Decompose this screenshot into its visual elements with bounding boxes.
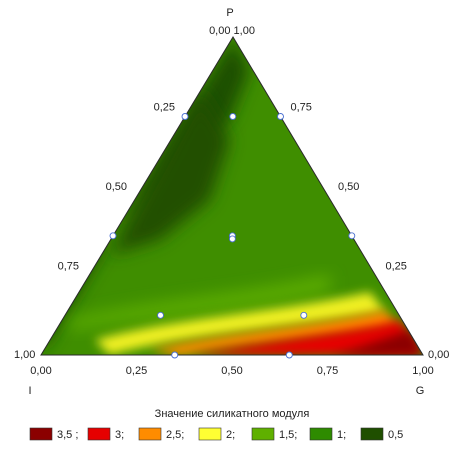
- tick-label-bottom: 0,75: [317, 365, 338, 377]
- vertex-right-label: G: [416, 385, 425, 397]
- tick-label-right-edge: 0,75: [291, 102, 312, 114]
- design-points: [109, 113, 356, 359]
- tick-label-bottom: 0,50: [221, 365, 242, 377]
- legend-label: 0,5: [388, 429, 403, 441]
- legend-swatch: [309, 427, 333, 441]
- design-point: [300, 311, 308, 319]
- tick-label-left-edge: 0,25: [154, 102, 175, 114]
- legend-swatch: [198, 427, 222, 441]
- vertex-top-label: P: [226, 7, 233, 19]
- vertex-left-label: I: [28, 385, 31, 397]
- legend-label: 2;: [226, 429, 235, 441]
- legend-label: 3,5 ;: [57, 429, 78, 441]
- tick-labels: 0,00 0,25 0,50 0,75 1,00 0,25 0,50 0,75 0,75 0,50…: [30, 102, 433, 378]
- design-point: [228, 235, 236, 243]
- design-point: [157, 311, 164, 319]
- legend-swatch: [360, 427, 384, 441]
- legend: 3,5 ; 3; 2,5; 2; 1,5; 1; 0,5: [29, 427, 403, 441]
- legend-swatch: [29, 427, 53, 441]
- tick-label-bottom: 0,25: [126, 365, 147, 377]
- design-point: [348, 232, 356, 240]
- legend-swatch: [138, 427, 162, 441]
- legend-title: Значение силикатного модуля: [155, 408, 310, 420]
- vertex-top-values: 0,00 1,00: [209, 25, 255, 37]
- tick-label-right-edge: 0,25: [386, 261, 407, 273]
- design-point: [277, 113, 284, 120]
- legend-swatch: [87, 427, 111, 441]
- tick-label-bottom: 0,00: [30, 365, 51, 377]
- design-point: [285, 351, 293, 359]
- legend-swatch: [251, 427, 275, 441]
- legend-label: 1,5;: [279, 429, 297, 441]
- tick-label-left-edge: 0,75: [58, 261, 79, 273]
- tick-label-left-edge: 0,50: [106, 181, 127, 193]
- triangle-outline: [40, 36, 424, 356]
- vertex-right-value: 0,00: [428, 349, 449, 361]
- color-surface: [41, 37, 423, 355]
- legend-label: 3;: [115, 429, 124, 441]
- design-point: [181, 113, 189, 120]
- tick-label-bottom: 1,00: [412, 365, 433, 377]
- design-point: [229, 113, 237, 120]
- tick-label-right-edge: 0,50: [338, 181, 359, 193]
- design-point: [171, 351, 179, 359]
- design-point: [109, 232, 117, 240]
- vertex-left-value: 1,00: [14, 349, 35, 361]
- legend-label: 1;: [337, 429, 346, 441]
- legend-label: 2,5;: [166, 429, 184, 441]
